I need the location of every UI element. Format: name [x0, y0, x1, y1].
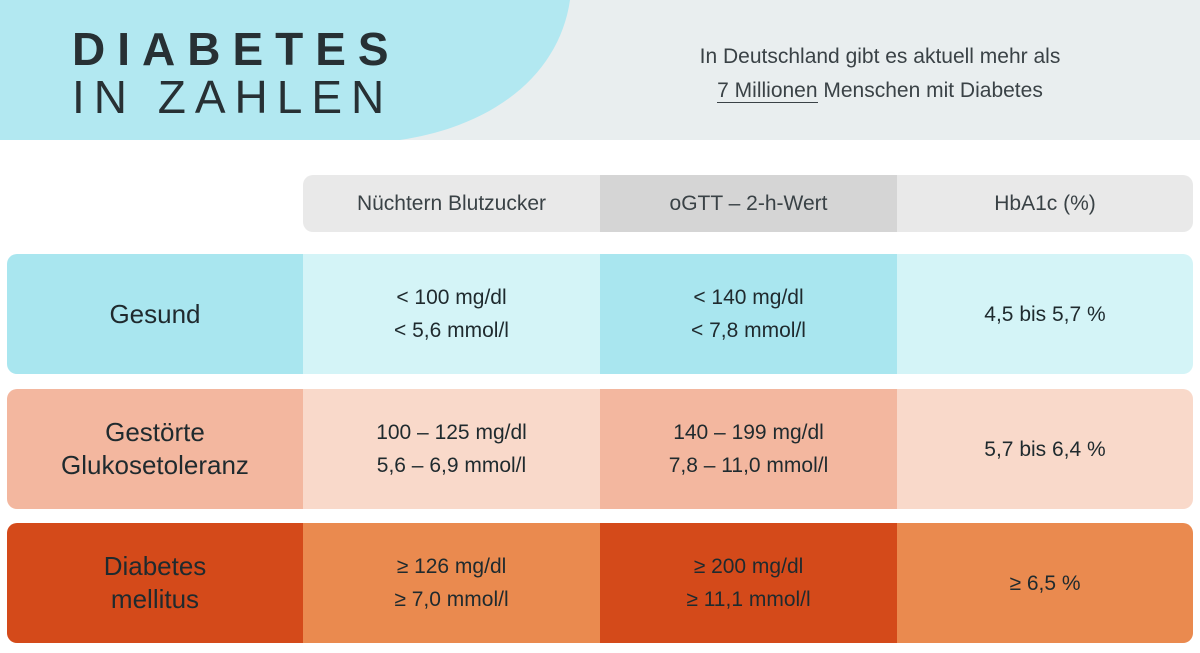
ogtt-mgdl: ≥ 200 mg/dl: [693, 555, 804, 578]
row-label: Gesund: [7, 254, 303, 374]
table-row-healthy: Gesund < 100 mg/dl < 5,6 mmol/l < 140 mg/…: [7, 254, 1193, 374]
fasting-mmol: < 5,6 mmol/l: [394, 319, 509, 342]
title-line-2: IN ZAHLEN: [72, 71, 394, 123]
hba1c-value: ≥ 6,5 %: [897, 523, 1193, 643]
fasting-value: 100 – 125 mg/dl 5,6 – 6,9 mmol/l: [303, 389, 600, 509]
ogtt-mgdl: 140 – 199 mg/dl: [673, 421, 824, 444]
column-header-hba1c: HbA1c (%): [994, 191, 1096, 215]
ogtt-mmol: ≥ 11,1 mmol/l: [686, 588, 811, 611]
row-label-line: Gestörte: [105, 417, 205, 447]
row-label-line: Gesund: [109, 298, 201, 329]
statistic-line-1: In Deutschland gibt es aktuell mehr als: [699, 45, 1061, 68]
row-label: Diabetes mellitus: [7, 523, 303, 643]
ogtt-mmol: < 7,8 mmol/l: [691, 319, 806, 342]
table-row-diabetes: Diabetes mellitus ≥ 126 mg/dl ≥ 7,0 mmol/l…: [7, 523, 1193, 643]
column-header-ogtt: oGTT – 2-h-Wert: [600, 175, 897, 232]
hba1c-value: 4,5 bis 5,7 %: [897, 254, 1193, 374]
ogtt-value: 140 – 199 mg/dl 7,8 – 11,0 mmol/l: [600, 389, 897, 509]
fasting-mmol: 5,6 – 6,9 mmol/l: [376, 454, 527, 477]
statistic-note: In Deutschland gibt es aktuell mehr als …: [620, 40, 1140, 108]
row-label-line: Diabetes: [103, 551, 207, 581]
statistic-line-2-rest: Menschen mit Diabetes: [817, 79, 1043, 102]
header-blob-shape: [0, 0, 570, 140]
row-label: Gestörte Glukosetoleranz: [7, 389, 303, 509]
fasting-mgdl: 100 – 125 mg/dl: [376, 421, 527, 444]
page-title: DIABETES IN ZAHLEN: [72, 26, 401, 120]
column-header-fasting: Nüchtern Blutzucker: [356, 191, 547, 215]
ogtt-value: ≥ 200 mg/dl ≥ 11,1 mmol/l: [600, 523, 897, 643]
hba1c-value: 5,7 bis 6,4 %: [897, 389, 1193, 509]
ogtt-mgdl: < 140 mg/dl: [693, 286, 804, 309]
ogtt-value: < 140 mg/dl < 7,8 mmol/l: [600, 254, 897, 374]
row-label-line: mellitus: [110, 584, 200, 614]
fasting-mgdl: < 100 mg/dl: [396, 286, 507, 309]
fasting-mgdl: ≥ 126 mg/dl: [396, 555, 507, 578]
row-label-line: Glukosetoleranz: [61, 450, 249, 480]
table-row-impaired: Gestörte Glukosetoleranz 100 – 125 mg/dl 5…: [7, 389, 1193, 509]
fasting-mmol: ≥ 7,0 mmol/l: [394, 588, 509, 611]
statistic-highlight: 7 Millionen: [717, 79, 818, 103]
fasting-value: < 100 mg/dl < 5,6 mmol/l: [303, 254, 600, 374]
title-line-1: DIABETES: [72, 23, 401, 75]
fasting-value: ≥ 126 mg/dl ≥ 7,0 mmol/l: [303, 523, 600, 643]
statistic-line-2: 7 Millionen Menschen mit Diabetes: [620, 74, 1140, 108]
ogtt-mmol: 7,8 – 11,0 mmol/l: [668, 454, 829, 477]
